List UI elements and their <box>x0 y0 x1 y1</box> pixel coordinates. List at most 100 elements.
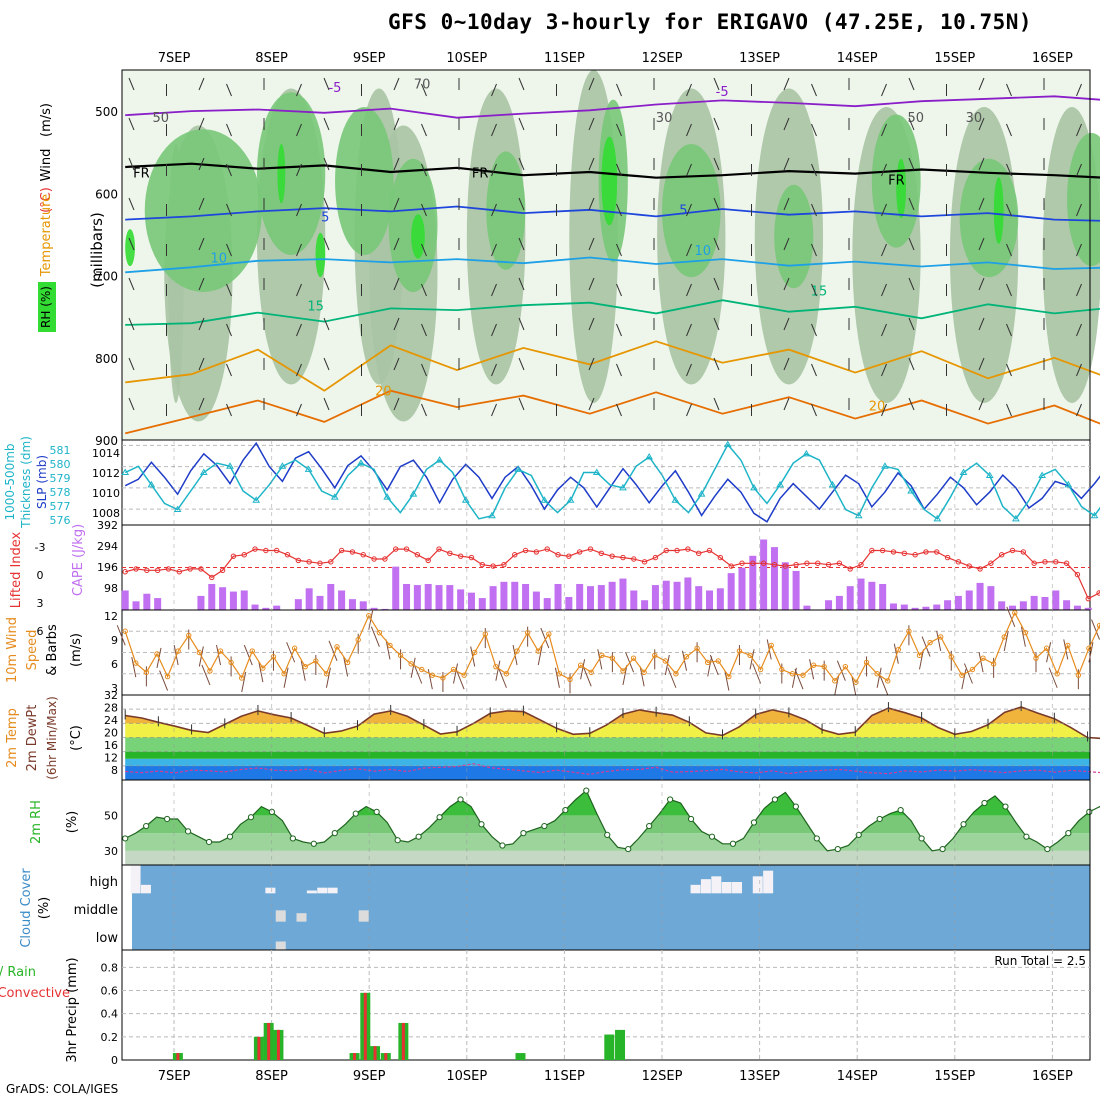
lifted-index-marker <box>641 559 648 565</box>
wind-barb <box>491 123 497 137</box>
rh-marker <box>541 822 548 830</box>
rh-contour-region <box>601 136 618 226</box>
wind-barb <box>908 357 915 371</box>
thickness-marker <box>619 483 627 491</box>
rh-marker <box>1023 833 1030 840</box>
wind-barb <box>323 157 330 171</box>
cape-bar <box>143 593 151 610</box>
wind-barb <box>421 83 427 97</box>
cape-bar <box>403 583 411 610</box>
cape-bar <box>695 586 703 610</box>
wind-barb <box>296 83 302 97</box>
wind-barb <box>622 664 628 686</box>
wind-barb <box>323 277 330 291</box>
wind-barb <box>686 163 692 177</box>
wind-barb <box>116 625 126 646</box>
wind-barb <box>198 117 205 131</box>
lifted-index-marker <box>793 561 799 568</box>
precip-total-bar <box>515 1053 526 1060</box>
wind-barb <box>616 163 622 177</box>
wind-barb <box>518 277 525 291</box>
wind-barb <box>296 323 302 337</box>
thickness-marker <box>173 505 182 513</box>
wind-barb <box>540 627 550 649</box>
rh-contour-region <box>125 229 135 267</box>
chart-title: GFS 0~10day 3-hourly for ERIGAVO (47.25E… <box>388 10 1033 34</box>
lifted-index-marker <box>739 560 745 566</box>
wind-speed-marker <box>641 669 647 676</box>
pressure-tick-label: 800 <box>95 352 118 366</box>
wind-barb <box>978 277 985 291</box>
cloud-bar <box>700 879 711 894</box>
rh-contour-region <box>277 144 286 204</box>
cape-bar <box>348 599 356 610</box>
cloud-bar <box>275 941 286 950</box>
cloud-bar <box>140 884 151 894</box>
thickness-marker <box>147 480 156 488</box>
x-tick-label-top: 12SEP <box>642 51 683 66</box>
wind-barb <box>836 660 846 681</box>
x-tick-label-bottom: 12SEP <box>642 1069 683 1084</box>
wind-barb <box>667 667 677 688</box>
wind-barb <box>1006 243 1012 257</box>
slp-axis-label: SLP (mb) <box>35 455 49 509</box>
x-tick-label-bottom: 10SEP <box>446 1069 487 1084</box>
precip-tick-label: 0.4 <box>101 1008 119 1021</box>
thickness-marker <box>226 462 234 469</box>
rh-axis-label: 2m RH <box>29 800 44 844</box>
wind-unit-label: (m/s) <box>39 103 54 137</box>
x-tick-label-bottom: 15SEP <box>934 1069 975 1084</box>
cape-bar <box>608 581 616 610</box>
lifted-index-marker <box>447 550 453 557</box>
wind-barb <box>128 277 135 291</box>
lifted-index-marker <box>771 561 778 568</box>
wind-barb <box>421 203 427 217</box>
wind-barb <box>713 317 720 331</box>
wind-barb <box>881 83 887 97</box>
wind-speed-marker <box>1022 629 1029 636</box>
wind-barb <box>1076 403 1082 417</box>
precip-convective-bar <box>267 1022 271 1060</box>
precip-tick-label: 0.8 <box>101 961 119 974</box>
wind-barb <box>1091 619 1100 640</box>
precip-total-label: Total / Rain <box>0 965 36 980</box>
lifted-index-marker <box>154 567 161 574</box>
lifted-index-marker <box>187 566 193 572</box>
wind-speed-marker <box>567 676 573 683</box>
x-tick-label-top: 10SEP <box>446 51 487 66</box>
rh-contour-region <box>411 214 425 259</box>
wind-speed-marker <box>524 629 531 636</box>
thickness-marker <box>907 487 916 494</box>
wind-barb <box>296 203 302 217</box>
cape-bar <box>998 601 1006 610</box>
cape-bar <box>154 598 162 610</box>
lifted-index-marker <box>912 552 918 558</box>
lifted-index-marker <box>1074 571 1081 578</box>
wind-barb <box>128 77 135 91</box>
wind-barb <box>783 117 790 131</box>
lifted-index-marker <box>522 547 529 554</box>
rh-marker <box>834 845 841 853</box>
wind-tick-label: 6 <box>111 658 118 671</box>
rh-marker <box>729 840 737 847</box>
cape-bar <box>273 605 281 610</box>
thickness-marker <box>540 496 549 503</box>
wind-barb <box>881 203 887 217</box>
slp-tick-label: 1010 <box>92 487 120 500</box>
wind-barb <box>296 403 302 417</box>
wind-speed-marker <box>683 654 690 660</box>
lifted-index-marker <box>631 556 637 562</box>
temp-color-band <box>125 758 1090 766</box>
lifted-index-marker <box>576 549 583 555</box>
cape-bar <box>954 595 962 610</box>
wind-barb <box>783 397 790 411</box>
rh-contour-region <box>256 92 326 255</box>
cape-bar <box>413 585 421 610</box>
wind-barb <box>783 277 790 291</box>
wind-barb <box>876 667 882 688</box>
wind-speed-marker <box>546 631 552 637</box>
cape-bar <box>229 591 237 610</box>
wind-barb <box>491 243 497 257</box>
contour-label: 15 <box>811 285 828 300</box>
thickness-marker <box>121 468 130 475</box>
